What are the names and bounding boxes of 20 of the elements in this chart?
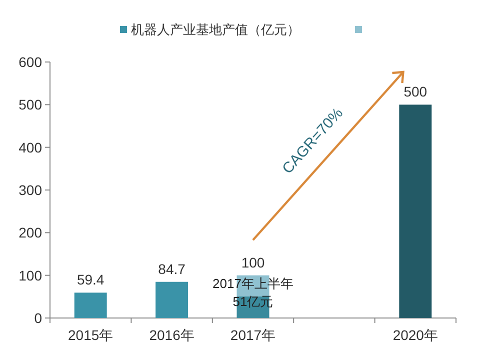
- x-tick-label: 2016年: [149, 327, 194, 343]
- y-tick-label: 500: [18, 96, 42, 113]
- y-tick-label: 400: [18, 139, 42, 156]
- data-label: 59.4: [76, 272, 104, 288]
- x-tick-label: 2017年: [230, 327, 276, 343]
- bar: [156, 282, 188, 318]
- bar: [74, 292, 107, 318]
- y-tick-label: 100: [18, 267, 42, 284]
- legend-label: 机器人产业基地产值（亿元）: [131, 22, 300, 37]
- y-tick-label: 0: [34, 310, 42, 326]
- total-label: 100: [241, 254, 265, 270]
- legend: 机器人产业基地产值（亿元）: [120, 22, 362, 37]
- y-tick-label: 200: [18, 224, 42, 241]
- x-tick-label: 2020年: [392, 327, 438, 343]
- x-tick-label: 2015年: [68, 327, 114, 343]
- data-label: 500: [404, 84, 428, 100]
- y-tick-label: 300: [18, 182, 42, 198]
- bar: [399, 104, 432, 318]
- data-label: 84.7: [158, 260, 186, 277]
- y-tick-label: 600: [18, 54, 42, 70]
